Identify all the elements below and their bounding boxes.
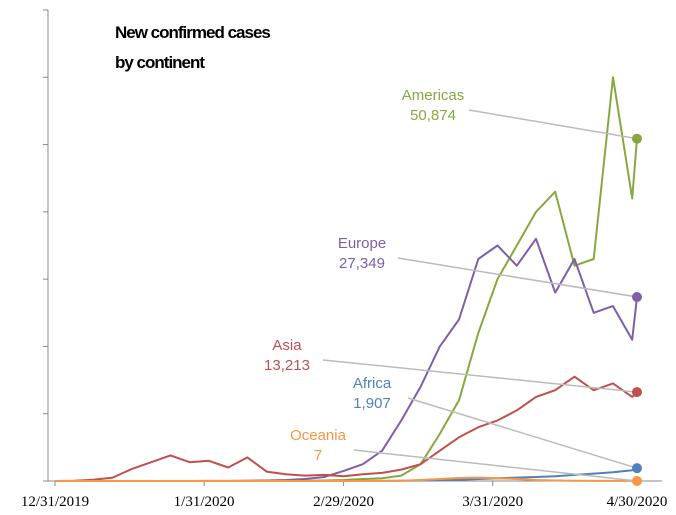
data-label: 7 — [314, 447, 322, 464]
leader-line — [322, 359, 638, 393]
series-line — [55, 476, 638, 482]
end-point — [632, 387, 642, 398]
x-tick-label: 12/31/2019 — [21, 494, 89, 510]
series-line — [54, 375, 638, 482]
legend-label: Asia — [272, 337, 302, 354]
data-label: 27,349 — [339, 255, 385, 272]
x-tick-label: 2/29/2020 — [313, 494, 374, 510]
data-label: 13,213 — [264, 357, 310, 374]
data-label: 50,874 — [410, 107, 456, 124]
legend-label: Oceania — [290, 427, 347, 444]
end-point — [632, 291, 642, 302]
legend-label: Americas — [402, 87, 465, 104]
end-point — [632, 475, 642, 486]
end-point — [632, 133, 642, 144]
leader-line — [397, 257, 638, 298]
x-tick-label: 1/31/2020 — [174, 494, 235, 510]
chart-subtitle: by continent — [115, 53, 205, 72]
legend-label: Europe — [338, 235, 386, 252]
legend-label: Africa — [353, 375, 392, 392]
x-tick-label: 4/30/2020 — [607, 494, 668, 510]
leader-line — [468, 109, 638, 140]
series-line — [55, 237, 638, 482]
chart-title: New confirmed cases — [115, 23, 270, 42]
x-tick-label: 3/31/2020 — [462, 494, 523, 510]
leader-line — [353, 449, 638, 482]
leader-line — [407, 397, 638, 469]
data-label: 1,907 — [353, 395, 391, 412]
end-point — [632, 463, 642, 474]
